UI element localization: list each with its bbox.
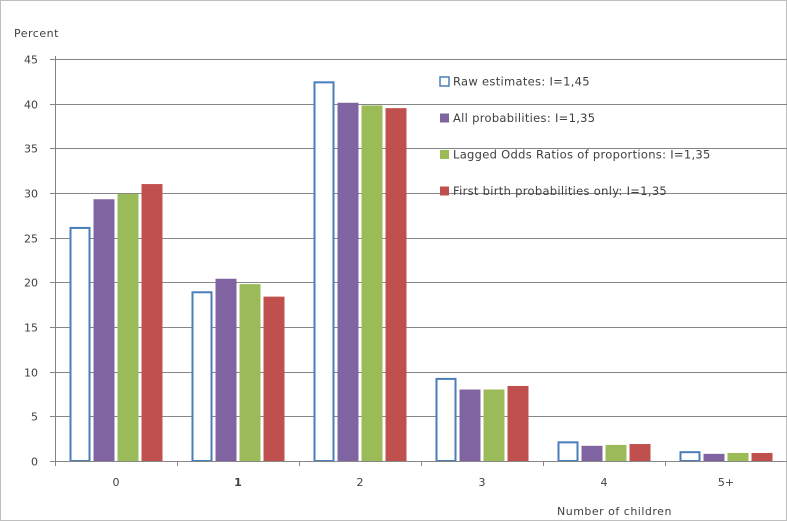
y-tick-label: 20: [24, 277, 38, 290]
legend-swatch: [440, 113, 449, 123]
y-tick-label: 10: [24, 367, 38, 380]
bar: [751, 452, 773, 461]
bar: [215, 278, 237, 461]
bar: [141, 184, 163, 462]
bar: [703, 453, 725, 461]
bar: [727, 452, 749, 461]
axes: [55, 56, 787, 466]
bars: [69, 81, 773, 463]
bar: [191, 291, 213, 462]
y-tick-label: 35: [24, 143, 38, 156]
x-tick-labels: 0 1 2 3 4 5+: [113, 476, 735, 489]
x-tick-label: 3: [479, 476, 486, 489]
bar: [557, 441, 579, 463]
bar: [605, 444, 627, 461]
y-axis-title: Percent: [14, 27, 59, 40]
x-tick-label: 5+: [718, 476, 734, 489]
legend-label: Raw estimates: I=1,45: [453, 75, 590, 89]
bar: [581, 445, 603, 461]
x-tick-label: 4: [601, 476, 608, 489]
bar: [93, 199, 115, 461]
y-tick-label: 0: [31, 456, 38, 469]
x-tick-label: 0: [113, 476, 120, 489]
bar: [263, 296, 285, 461]
y-tick-label: 25: [24, 233, 38, 246]
bar: [679, 451, 701, 463]
y-tick-labels: 0 5 10 15 20 25 30 35 40 45: [24, 54, 38, 469]
y-tick-label: 40: [24, 99, 38, 112]
bar: [385, 108, 407, 461]
x-axis-title: Number of children: [557, 505, 672, 518]
legend-label: Lagged Odds Ratios of proportions: I=1,3…: [453, 148, 711, 162]
bar: [483, 389, 505, 461]
legend: Raw estimates: I=1,45 All probabilities: …: [439, 75, 711, 198]
legend-label: First birth probabilities only: I=1,35: [453, 184, 667, 198]
x-tick-label: 2: [357, 476, 364, 489]
bar: [117, 193, 139, 462]
bar: [239, 284, 261, 461]
bar: [629, 444, 651, 461]
legend-swatch: [439, 76, 450, 87]
x-tick-label: 1: [234, 476, 242, 489]
legend-swatch: [440, 150, 449, 159]
legend-label: All probabilities: I=1,35: [453, 111, 595, 125]
bar: [337, 102, 359, 462]
y-tick-label: 15: [24, 322, 38, 335]
y-tick-label: 45: [24, 54, 38, 67]
gridlines: [50, 59, 787, 462]
y-tick-label: 30: [24, 188, 38, 201]
bar: [361, 105, 383, 461]
bar: [459, 389, 481, 461]
bar: [435, 377, 457, 463]
bar: [69, 226, 91, 462]
y-tick-label: 5: [31, 411, 38, 424]
bar: [507, 385, 529, 461]
legend-swatch: [440, 186, 449, 196]
bar: [313, 81, 335, 462]
